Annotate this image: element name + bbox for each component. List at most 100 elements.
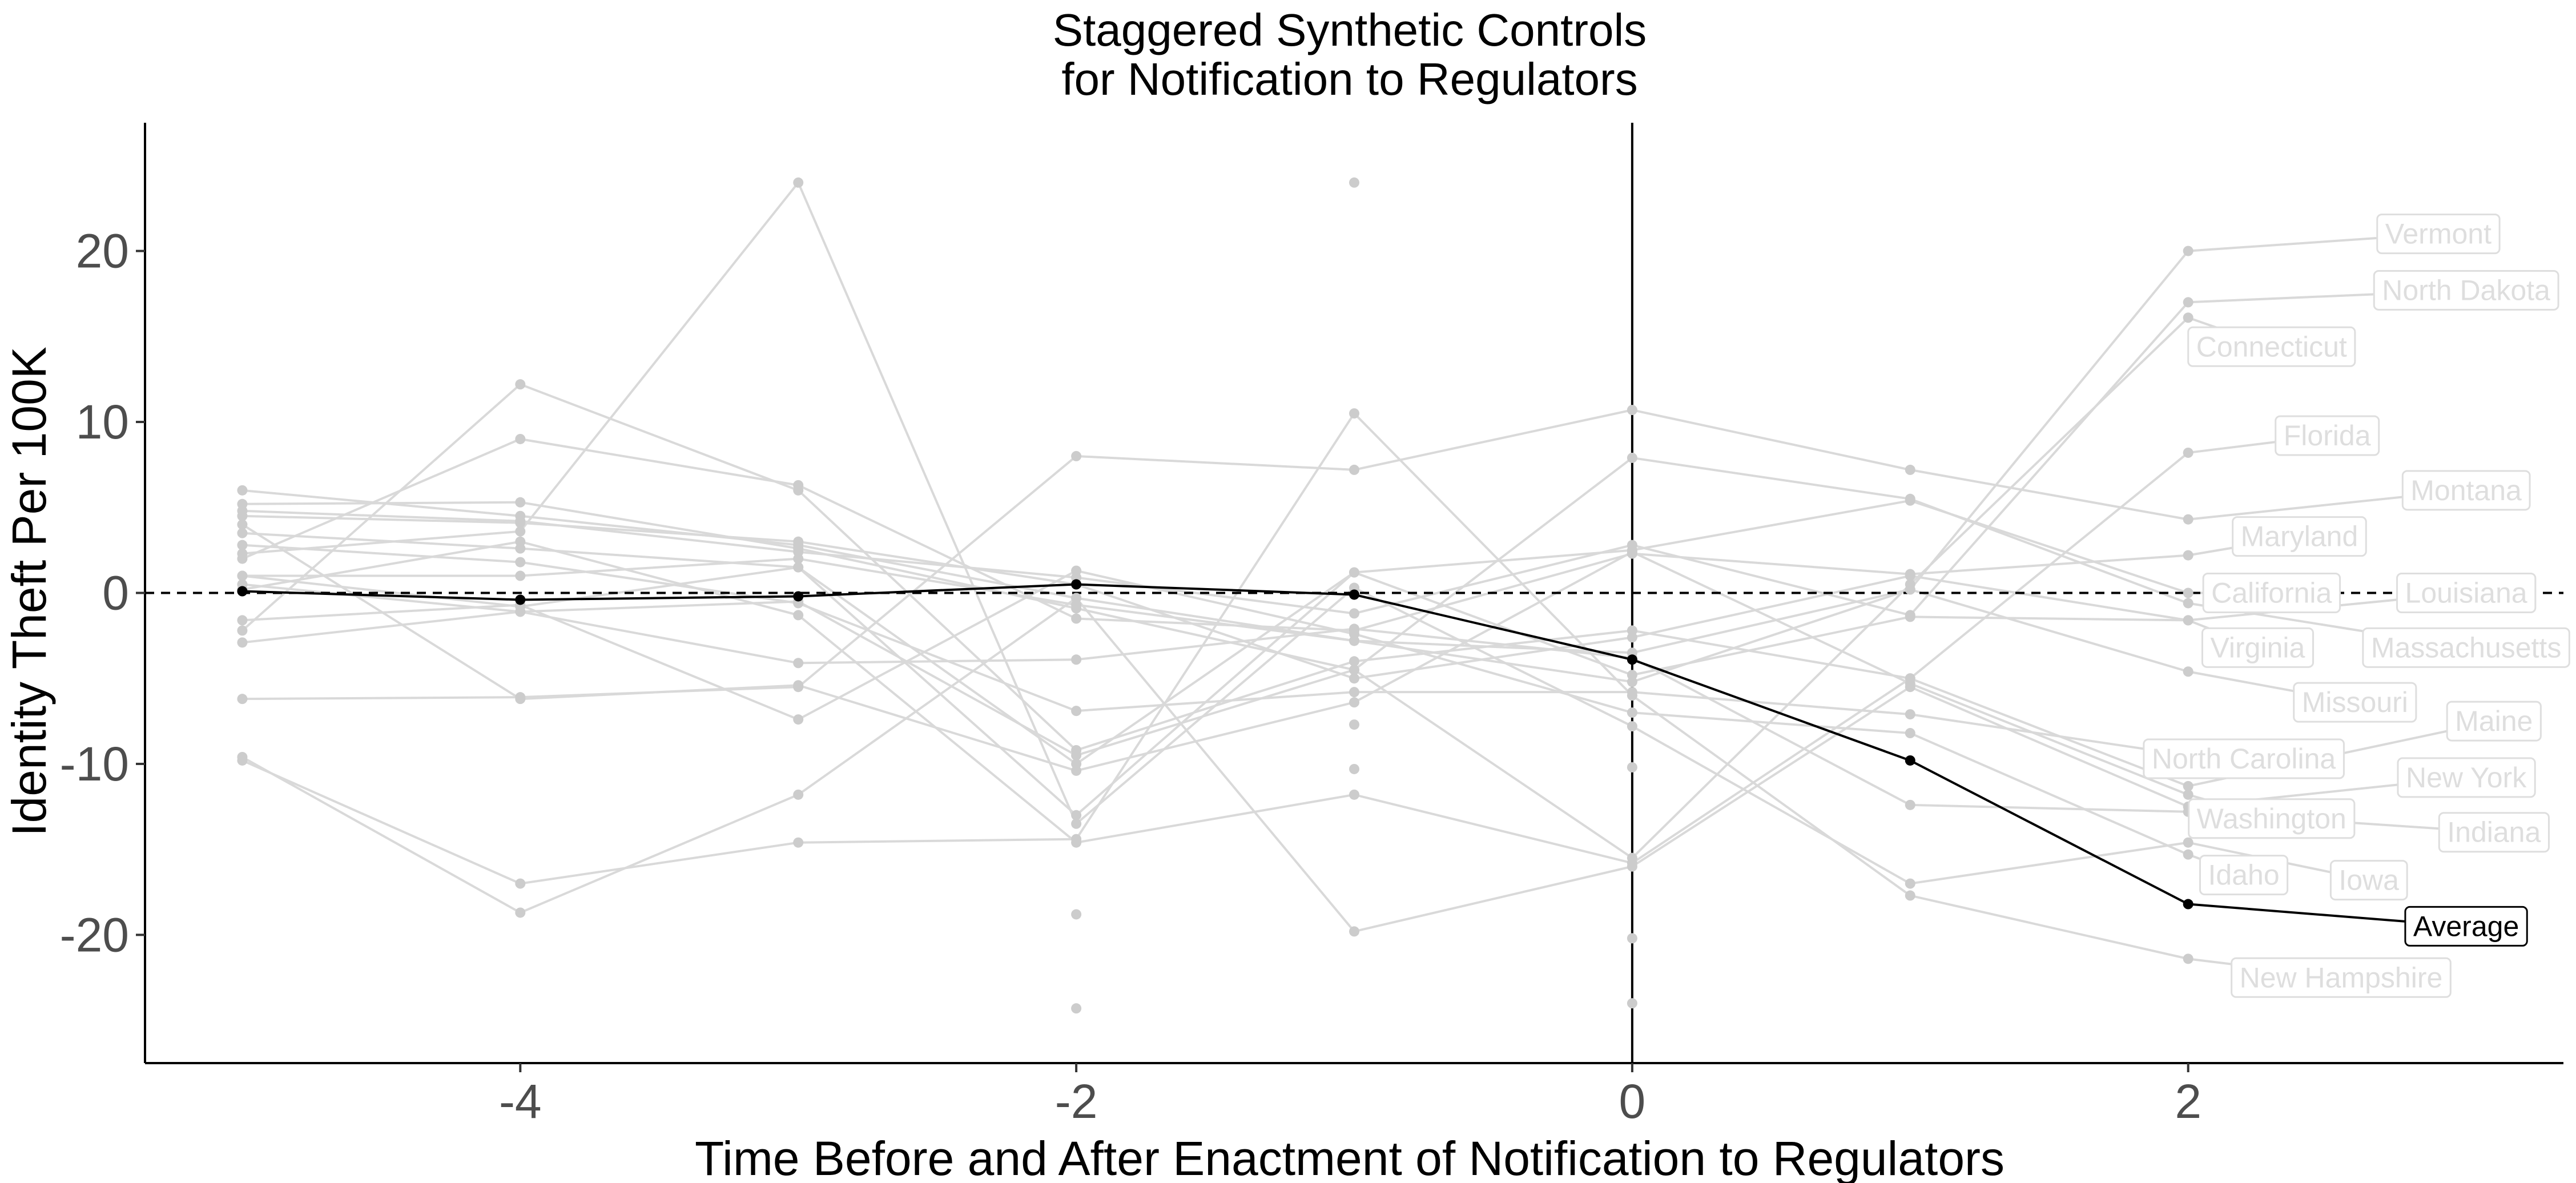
label-washington-text: Washington (2197, 803, 2346, 835)
point-washington (1071, 765, 1082, 776)
average-point (515, 594, 526, 605)
point-extra (1627, 762, 1637, 772)
y-tick-label: 0 (102, 566, 129, 620)
average-point (1627, 654, 1637, 665)
label-indiana: Indiana (2438, 812, 2550, 853)
label-vermont-text: Vermont (2385, 218, 2492, 250)
label-california-box (2202, 573, 2341, 613)
point-iowa (1071, 818, 1082, 829)
x-tick-label: -4 (499, 1075, 542, 1128)
point-washington (237, 519, 248, 530)
point-idaho (1349, 629, 1359, 639)
series-line-virginia (242, 532, 2188, 817)
point-indiana (793, 658, 804, 669)
label-maryland-text: Maryland (2241, 521, 2358, 553)
label-idaho-text: Idaho (2208, 859, 2280, 891)
label-indiana-text: Indiana (2447, 816, 2541, 848)
point-extra (1071, 1003, 1082, 1014)
point-missouri (1627, 677, 1637, 687)
point-montana (1071, 450, 1082, 461)
chart-title-line-1: Staggered Synthetic Controls (1053, 5, 1647, 55)
point-new-hampshire (1349, 408, 1359, 419)
point-north-dakota (2183, 297, 2193, 308)
series-line-montana (242, 409, 2189, 701)
point-massachusetts (237, 498, 248, 509)
label-maine-text: Maine (2455, 705, 2533, 737)
label-vermont-box (2376, 214, 2501, 255)
point-indiana (1905, 799, 1915, 810)
series-line-connecticut (242, 316, 2189, 860)
point-extra (1627, 933, 1637, 944)
point-idaho (793, 714, 804, 725)
series-line-vermont (242, 250, 2189, 654)
x-tick-label: 2 (2175, 1075, 2201, 1128)
point-virginia (2183, 615, 2193, 626)
point-virginia (1071, 810, 1082, 820)
label-california-text: California (2211, 577, 2332, 609)
point-extra (1071, 909, 1082, 920)
point-north-dakota (1349, 608, 1359, 619)
chart-title-line-2: for Notification to Regulators (1061, 54, 1637, 104)
average-point (1349, 589, 1359, 600)
point-missouri (1905, 584, 1915, 595)
point-new-york (1071, 593, 1082, 603)
point-new-hampshire (1905, 890, 1915, 901)
label-north-dakota-box (2373, 269, 2559, 311)
label-connecticut-box (2187, 326, 2356, 367)
label-north-dakota: North Dakota (2373, 269, 2559, 311)
point-washington (515, 694, 526, 705)
series-line-idaho (242, 569, 2189, 856)
series-line-missouri (242, 557, 2189, 683)
label-vermont: Vermont (2376, 214, 2501, 255)
point-iowa (1905, 878, 1915, 889)
label-idaho-box (2199, 855, 2289, 896)
average-line (242, 583, 2189, 906)
label-connecticut: Connecticut (2187, 326, 2356, 367)
label-maryland-box (2232, 516, 2367, 557)
label-iowa: Iowa (2329, 860, 2408, 901)
series-line-north-carolina (242, 544, 2188, 757)
point-new-hampshire (515, 878, 526, 889)
label-montana-text: Montana (2410, 474, 2522, 506)
label-missouri: Missouri (2293, 682, 2417, 723)
average-point (1905, 755, 1915, 766)
point-maine (793, 610, 804, 621)
point-montana (2183, 514, 2193, 525)
point-louisiana (1905, 570, 1915, 581)
point-maryland (1071, 613, 1082, 624)
point-maryland (793, 480, 804, 490)
label-massachusetts: Massachusetts (2362, 627, 2570, 668)
point-idaho (2183, 849, 2193, 860)
point-maine (1349, 789, 1359, 800)
series-line-maine (242, 540, 2189, 864)
point-virginia (1905, 611, 1915, 622)
label-missouri-box (2293, 682, 2417, 723)
point-new-hampshire (2183, 953, 2193, 964)
label-new-hampshire: New Hampshire (2231, 957, 2452, 998)
point-vermont (237, 485, 248, 496)
label-maine-box (2446, 701, 2542, 742)
point-new-york (793, 789, 804, 800)
point-iowa (237, 548, 248, 559)
average-point (793, 591, 804, 602)
series-line-washington (242, 524, 2189, 796)
point-montana (237, 694, 248, 705)
label-average-box (2404, 906, 2528, 947)
label-montana-box (2401, 470, 2531, 511)
average-point (1071, 579, 1082, 590)
point-indiana (237, 637, 248, 648)
point-north-carolina (237, 540, 248, 550)
point-extra (1349, 763, 1359, 774)
label-massachusetts-text: Massachusetts (2371, 631, 2561, 663)
point-louisiana (1349, 673, 1359, 684)
label-massachusetts-box (2362, 627, 2570, 668)
point-new-hampshire (1071, 834, 1082, 844)
point-virginia (793, 562, 804, 573)
y-axis-title: Identity Theft Per 100K (2, 347, 56, 836)
x-axis-title: Time Before and After Enactment of Notif… (695, 1132, 2005, 1183)
point-new-hampshire (793, 837, 804, 848)
point-maryland (2183, 550, 2193, 561)
label-louisiana: Louisiana (2396, 573, 2537, 613)
label-virginia-text: Virginia (2210, 631, 2305, 663)
